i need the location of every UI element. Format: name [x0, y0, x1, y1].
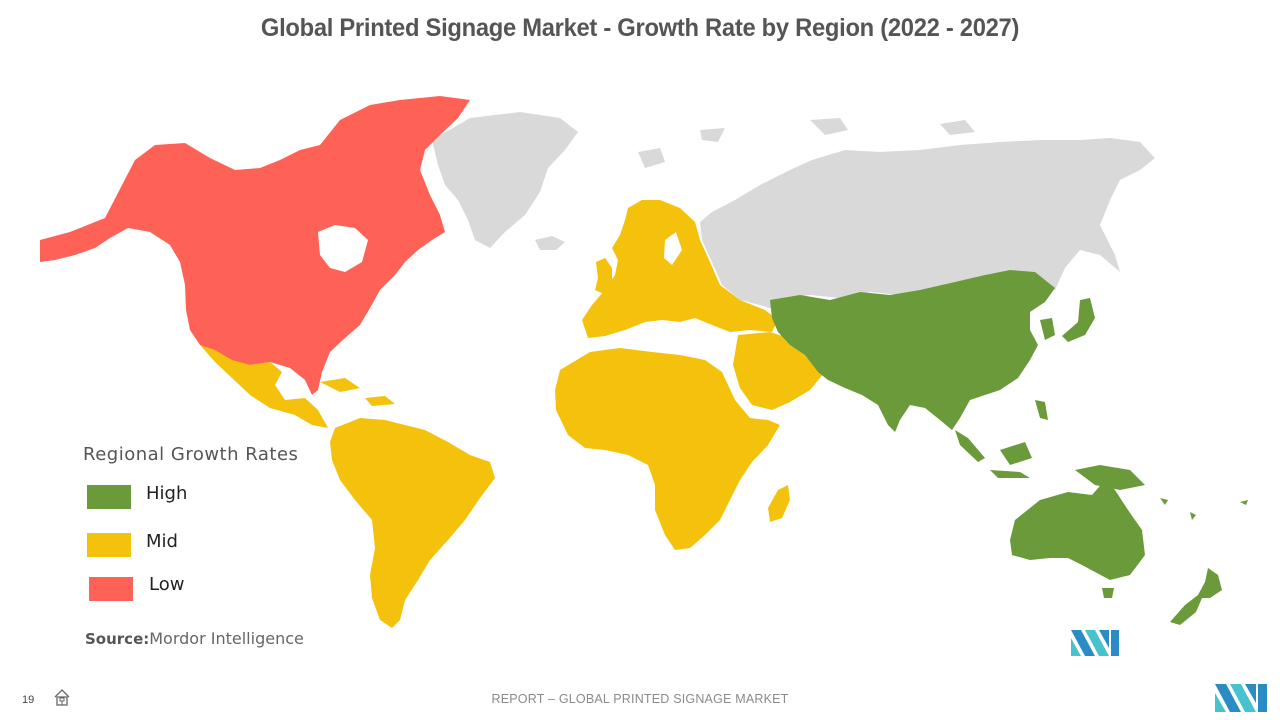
- source-note: Source:Mordor Intelligence: [85, 629, 304, 648]
- home-icon[interactable]: [53, 688, 71, 706]
- region-arctic-islands: [638, 118, 975, 168]
- region-korea: [1040, 318, 1055, 340]
- region-australia: [1010, 480, 1145, 580]
- legend-swatch-mid: [87, 533, 131, 557]
- region-southeast-asia-islands: [955, 400, 1145, 490]
- mordor-logo-small-icon: [1071, 630, 1119, 656]
- region-africa: [555, 348, 780, 550]
- region-south-america: [330, 418, 495, 628]
- region-greenland: [432, 112, 578, 248]
- legend-item-low: Low: [83, 574, 298, 623]
- legend-label-mid: Mid: [146, 531, 178, 552]
- legend-title: Regional Growth Rates: [83, 444, 299, 465]
- legend-swatch-high: [87, 485, 131, 509]
- page-title: Global Printed Signage Market - Growth R…: [260, 14, 1020, 42]
- legend-item-mid: Mid: [83, 531, 298, 577]
- region-tasmania: [1102, 588, 1114, 598]
- mordor-logo-footer-icon: [1215, 684, 1267, 712]
- region-japan: [1062, 298, 1095, 342]
- legend-swatch-low: [89, 577, 133, 601]
- legend-label-high: High: [146, 483, 188, 504]
- region-uk: [595, 258, 612, 294]
- region-new-zealand: [1170, 568, 1222, 625]
- region-asia-pacific: [770, 270, 1055, 432]
- source-value: Mordor Intelligence: [149, 629, 304, 648]
- hudson-bay: [318, 225, 368, 272]
- source-label: Source:: [85, 630, 150, 648]
- legend-label-low: Low: [149, 574, 185, 595]
- page-number: 19: [22, 694, 35, 706]
- region-pacific-islands: [1160, 498, 1248, 520]
- region-madagascar: [768, 485, 790, 522]
- region-north-america: [40, 96, 470, 395]
- region-russia: [700, 138, 1155, 310]
- region-europe: [582, 200, 778, 338]
- baltic-sea: [664, 232, 682, 265]
- map-legend: Regional Growth Rates High Mid Low: [83, 444, 298, 623]
- region-mexico-central-america: [200, 345, 328, 428]
- region-caribbean: [320, 378, 395, 406]
- region-iceland: [535, 236, 565, 250]
- legend-item-high: High: [83, 483, 298, 531]
- report-footer: REPORT – GLOBAL PRINTED SIGNAGE MARKET: [491, 692, 789, 706]
